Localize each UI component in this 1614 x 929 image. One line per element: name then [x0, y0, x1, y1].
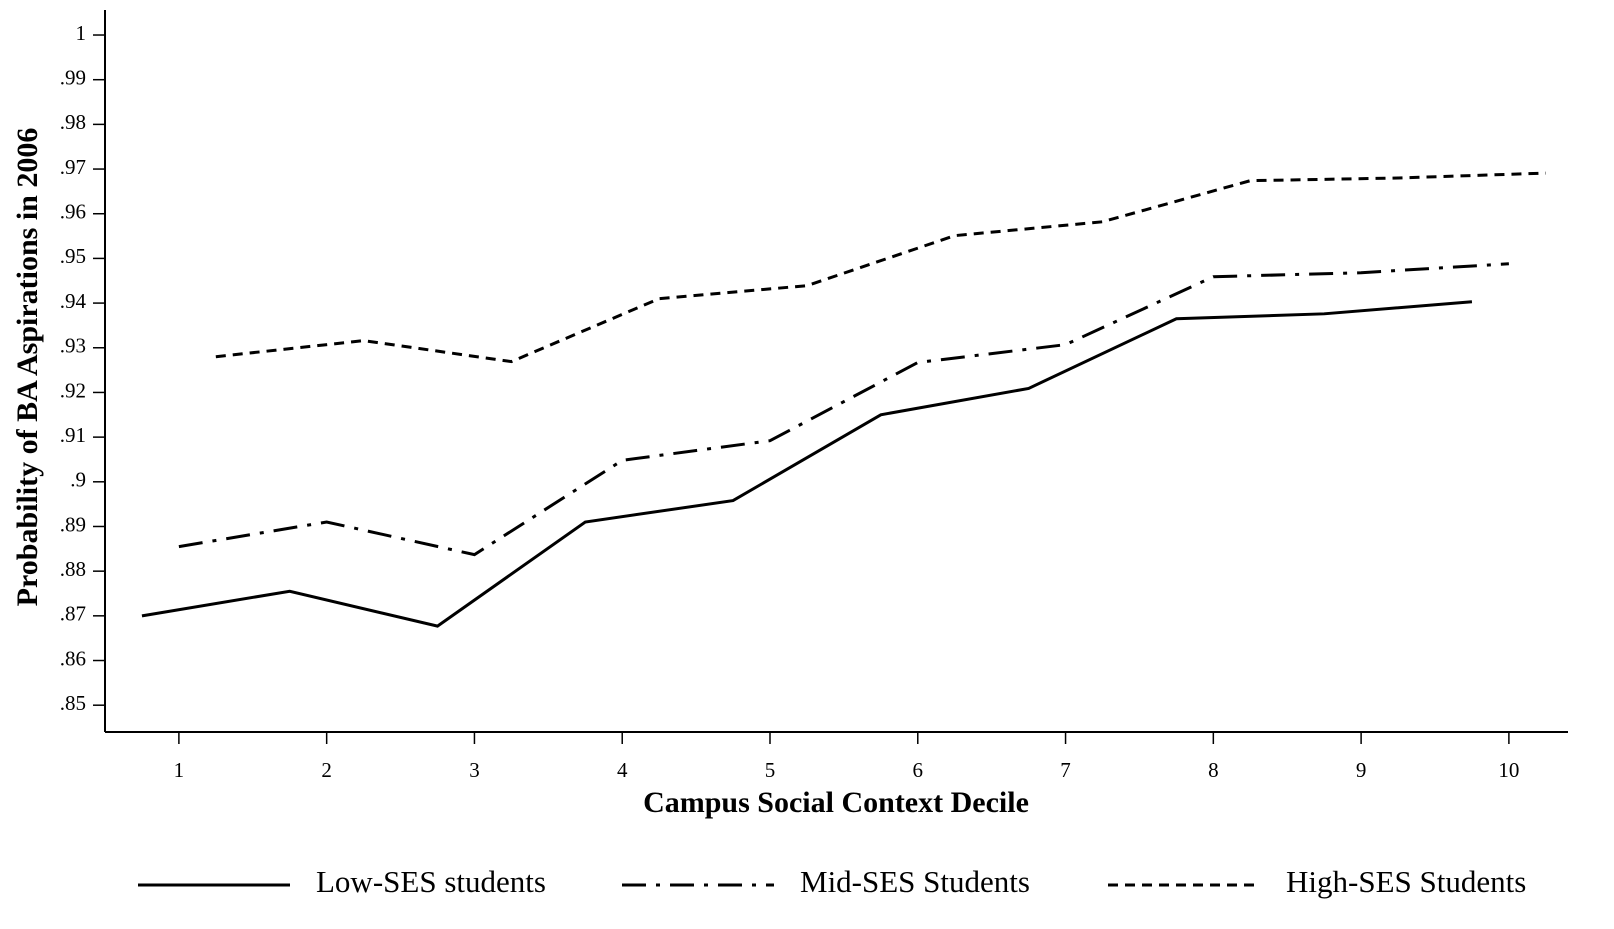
y-tick-label: 1 — [76, 21, 87, 45]
y-tick-label: .99 — [60, 66, 86, 90]
x-tick-label: 7 — [1060, 758, 1071, 782]
x-tick-label: 8 — [1208, 758, 1219, 782]
y-tick-label: .9 — [70, 468, 86, 492]
x-tick-label: 2 — [321, 758, 332, 782]
y-tick-label: .89 — [60, 512, 86, 536]
legend-label: Low-SES students — [316, 864, 546, 899]
y-tick-label: .96 — [60, 200, 86, 224]
y-tick-label: .87 — [60, 602, 86, 626]
series-line — [141, 300, 1473, 628]
x-tick-label: 3 — [469, 758, 480, 782]
y-tick-label: .91 — [60, 423, 86, 447]
x-tick-label: 4 — [617, 758, 628, 782]
series-line — [215, 171, 1546, 364]
y-tick-label: .86 — [60, 646, 86, 670]
y-tick-label: .92 — [60, 378, 86, 402]
x-tick-label: 6 — [913, 758, 924, 782]
x-tick-label: 10 — [1498, 758, 1519, 782]
x-axis-label: Campus Social Context Decile — [643, 786, 1029, 819]
y-tick-label: .85 — [60, 691, 86, 715]
y-tick-label: .97 — [60, 155, 86, 179]
y-tick-label: .93 — [60, 334, 86, 358]
y-tick-label: .94 — [60, 289, 87, 313]
y-tick-label: .95 — [60, 244, 86, 268]
x-tick-label: 5 — [765, 758, 776, 782]
legend-label: Mid-SES Students — [800, 864, 1030, 899]
legend-label: High-SES Students — [1286, 864, 1526, 899]
y-axis-label: Probability of BA Aspirations in 2006 — [11, 128, 44, 607]
x-tick-label: 9 — [1356, 758, 1367, 782]
y-tick-label: .88 — [60, 557, 86, 581]
series-line — [178, 262, 1509, 557]
x-tick-label: 1 — [174, 758, 185, 782]
y-tick-label: .98 — [60, 110, 86, 134]
